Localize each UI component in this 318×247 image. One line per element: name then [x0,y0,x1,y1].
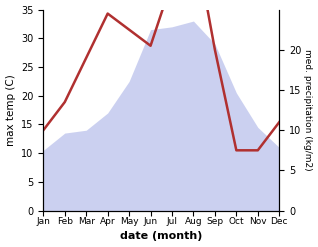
Y-axis label: max temp (C): max temp (C) [5,74,16,146]
X-axis label: date (month): date (month) [120,231,203,242]
Y-axis label: med. precipitation (kg/m2): med. precipitation (kg/m2) [303,49,313,171]
